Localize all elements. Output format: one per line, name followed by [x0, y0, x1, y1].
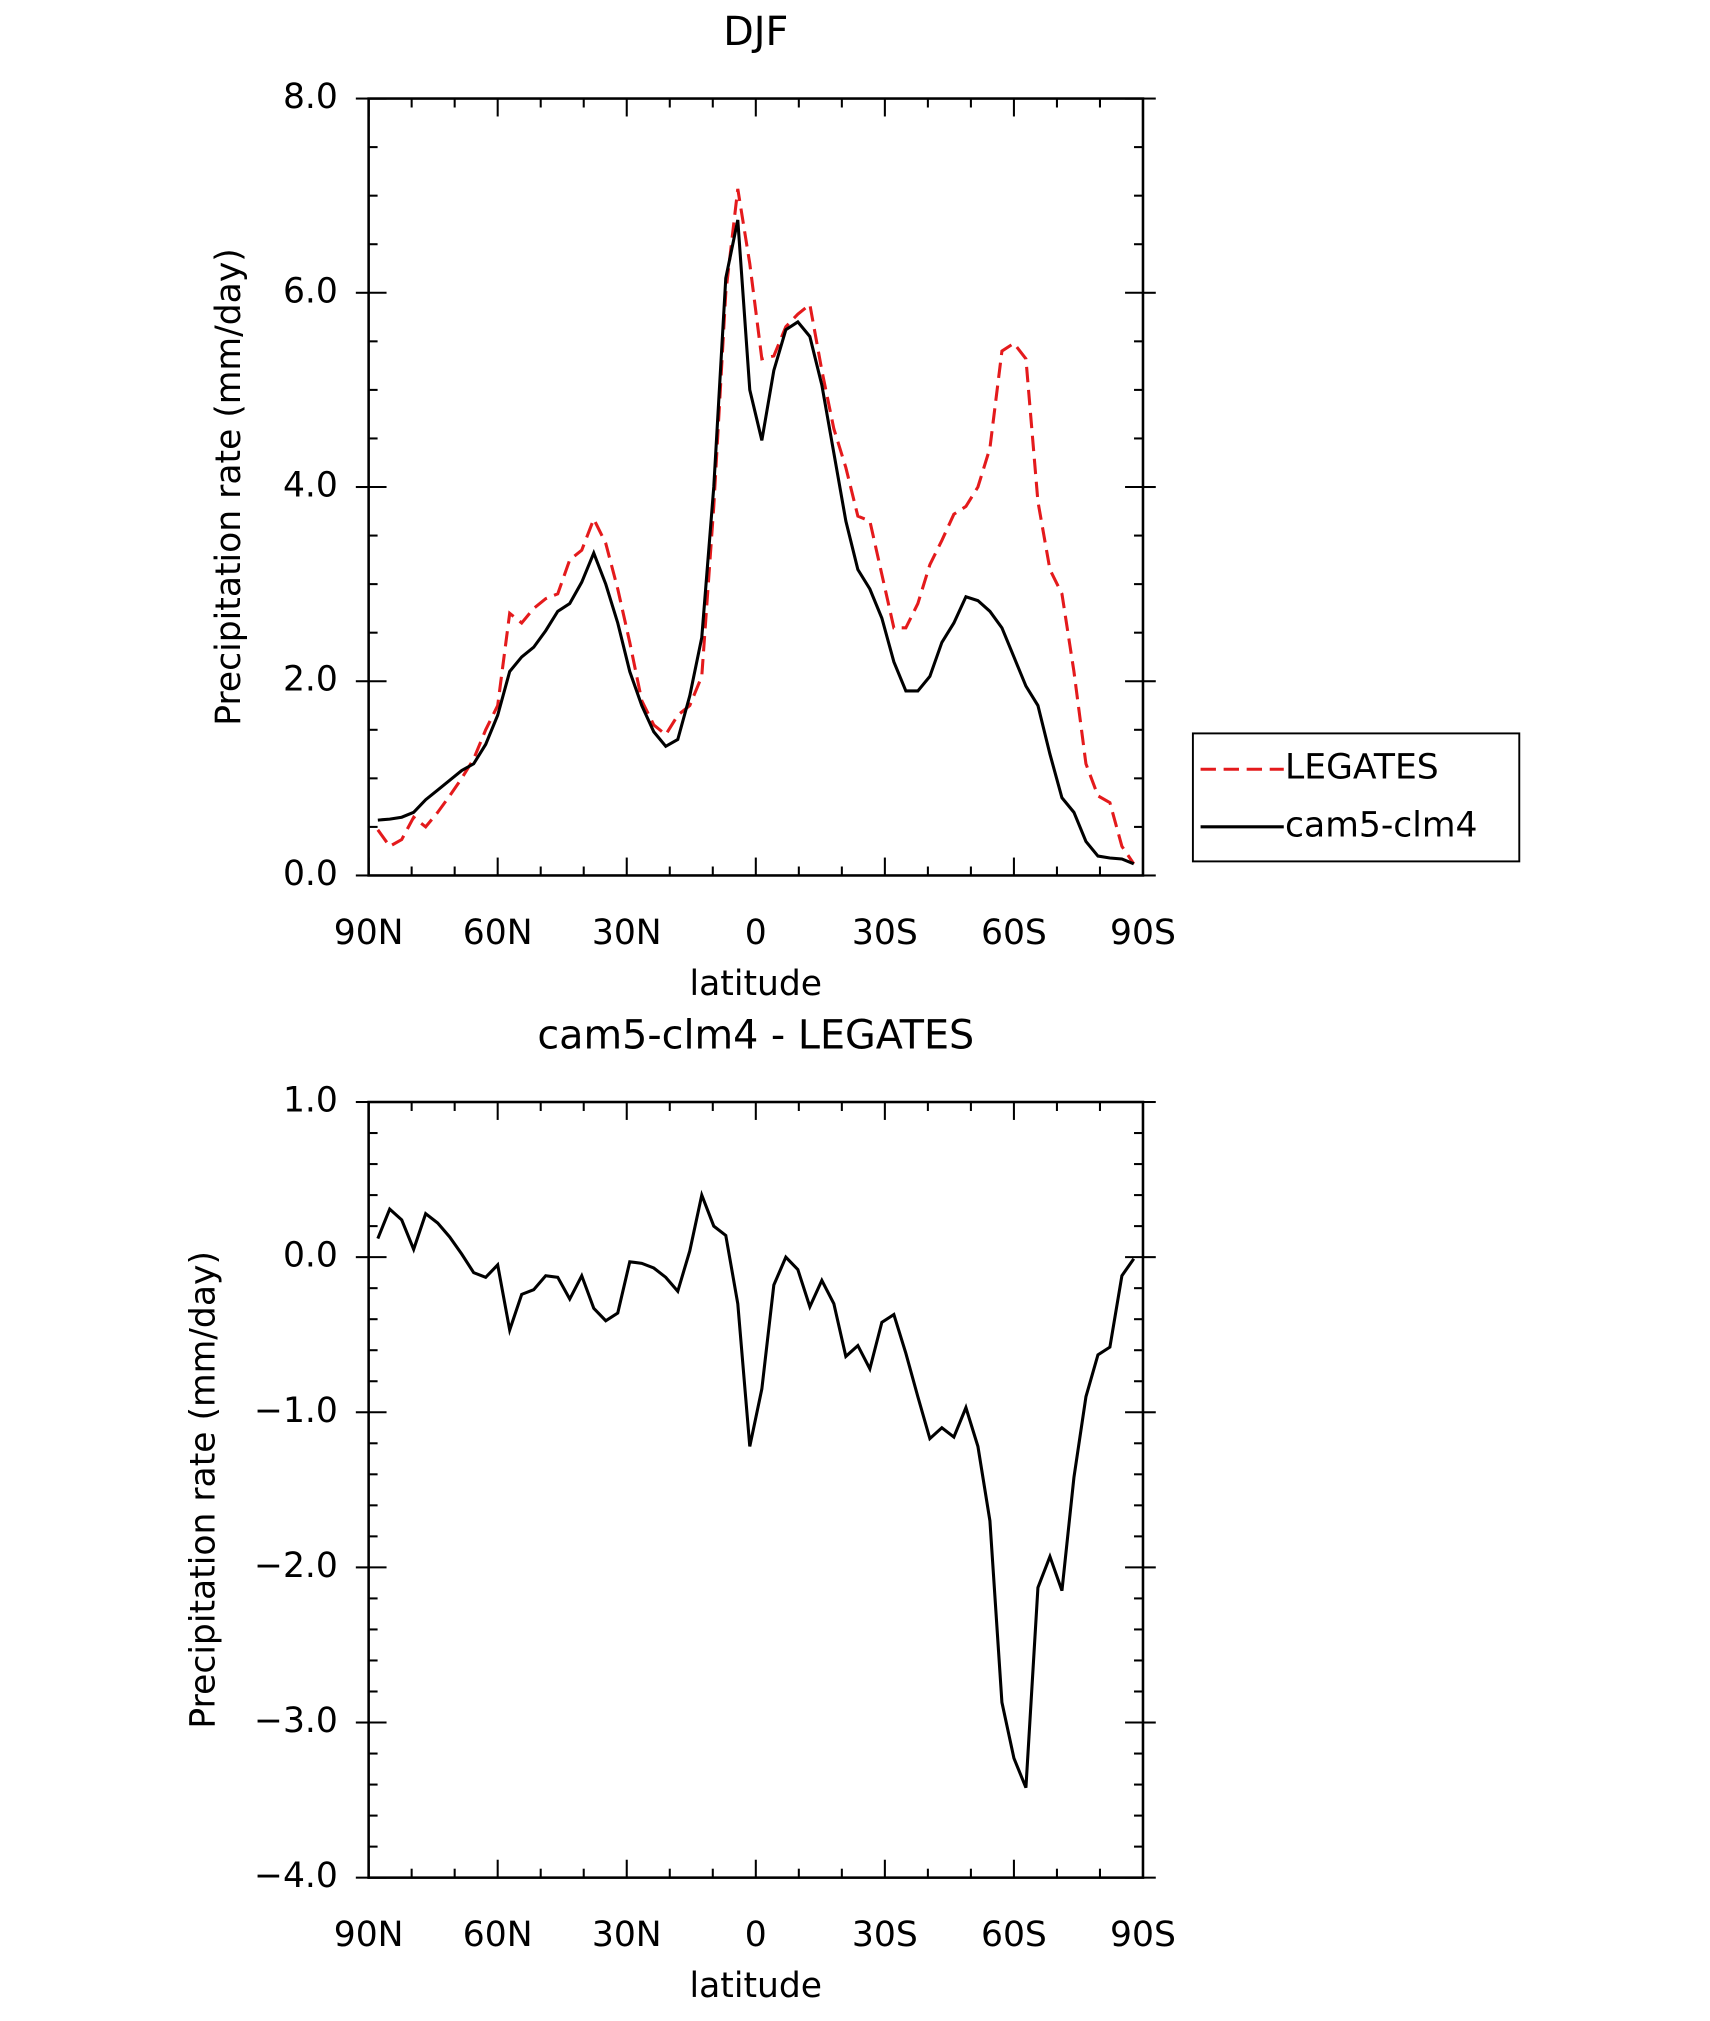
x-tick-label: 30S [852, 1915, 918, 1955]
x-tick-label: 60S [981, 1915, 1047, 1955]
series-line [377, 219, 1135, 866]
y-tick-label: 6.0 [283, 271, 338, 311]
y-tick-label: −1.0 [254, 1391, 338, 1431]
x-tick-label: 30N [592, 1915, 662, 1955]
y-tick-label: 8.0 [283, 77, 338, 117]
x-tick-label: 90N [334, 1915, 404, 1955]
x-tick-label: 90N [334, 913, 404, 953]
x-tick-label: 60N [463, 913, 533, 953]
x-axis-label: latitude [690, 964, 823, 1004]
x-tick-label: 30S [852, 913, 918, 953]
y-tick-label: 0.0 [283, 1236, 338, 1276]
x-tick-label: 60N [463, 1915, 533, 1955]
y-axis-label: Precipitation rate (mm/day) [209, 248, 249, 726]
chart-title: DJF [723, 9, 788, 55]
x-tick-label: 90S [1110, 913, 1176, 953]
y-tick-label: 1.0 [283, 1081, 338, 1121]
plot-frame [367, 97, 1145, 877]
series-line [376, 1189, 1136, 1789]
y-tick-label: −2.0 [254, 1546, 338, 1586]
x-tick-label: 60S [981, 913, 1047, 953]
legend-box [1191, 732, 1521, 863]
chart-title: cam5-clm4 - LEGATES [537, 1013, 974, 1059]
y-tick-label: 0.0 [283, 854, 338, 894]
x-axis-label: latitude [690, 1966, 823, 2006]
y-tick-label: 2.0 [283, 660, 338, 700]
x-tick-label: 30N [592, 913, 662, 953]
y-tick-label: 4.0 [283, 466, 338, 506]
series-line [376, 188, 1136, 865]
y-axis-label: Precipitation rate (mm/day) [183, 1251, 223, 1729]
y-tick-label: −4.0 [254, 1856, 338, 1896]
plot-frame [367, 1100, 1145, 1879]
x-tick-label: 0 [745, 1915, 767, 1955]
legend-label: cam5-clm4 [1285, 805, 1478, 845]
legend-label: LEGATES [1285, 748, 1439, 788]
y-tick-label: −3.0 [254, 1701, 338, 1741]
x-tick-label: 0 [745, 913, 767, 953]
x-tick-label: 90S [1110, 1915, 1176, 1955]
